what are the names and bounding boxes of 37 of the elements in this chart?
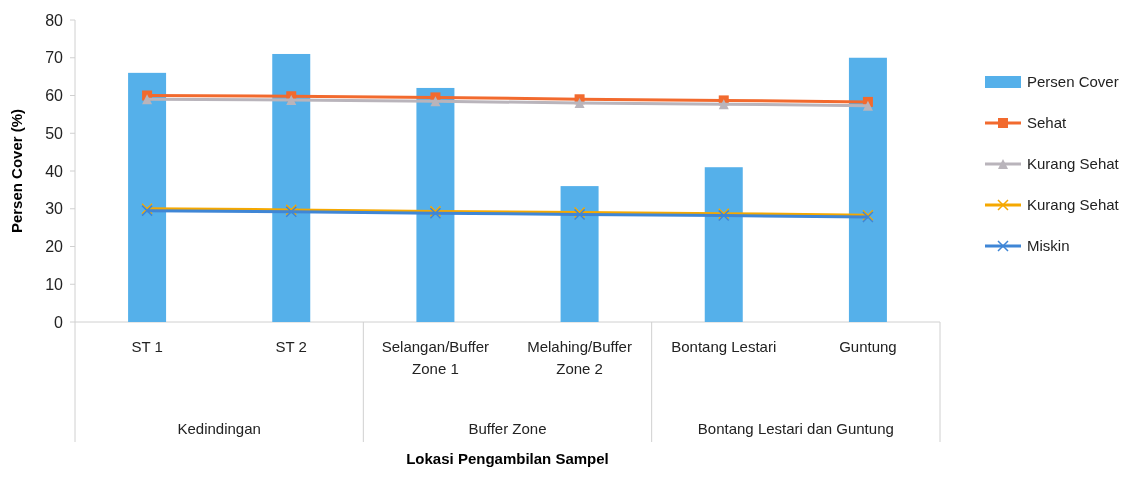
y-tick-label: 40 [45, 162, 64, 180]
bar [704, 167, 743, 322]
y-tick-label: 10 [45, 275, 64, 293]
y-tick-label: 80 [45, 11, 64, 29]
y-tick-label: 20 [45, 238, 64, 256]
text: Bontang Lestari dan Guntung [697, 420, 894, 437]
legend-label: Persen Cover [1027, 73, 1119, 91]
point [574, 98, 585, 109]
bar [848, 57, 887, 322]
point [286, 95, 297, 106]
text: Kedindingan [177, 420, 261, 437]
point [718, 99, 729, 110]
point [430, 96, 441, 107]
legend-label: Miskin [1027, 237, 1070, 255]
bar [560, 186, 599, 322]
x-tick-label: Melahing/Buffer Zone 2 [527, 338, 632, 377]
y-tick-label: 70 [45, 49, 64, 67]
x-tick-label: Guntung [839, 338, 897, 355]
x-tick-label: Selangan/Buffer Zone 1 [381, 338, 490, 377]
text: Buffer Zone [468, 420, 547, 437]
x-axis-title: Lokasi Pengambilan Sampel [406, 450, 609, 467]
x-tick-label: ST 2 [275, 338, 307, 355]
legend-label: Kurang Sehat [1027, 155, 1120, 173]
legend-label: Sehat [1027, 114, 1068, 132]
y-tick-label: 0 [54, 313, 64, 331]
point [862, 100, 873, 111]
y-tick-label: 50 [45, 124, 64, 142]
y-axis-title: Persen Cover (%) [8, 108, 25, 234]
bar [416, 87, 455, 322]
bar [128, 72, 167, 322]
y-tick-label: 30 [45, 200, 64, 218]
x-tick-label: ST 1 [131, 338, 163, 355]
bar [272, 53, 311, 322]
x-tick-label: Bontang Lestari [671, 338, 777, 355]
legend-label: Kurang Sehat [1027, 196, 1120, 214]
point [142, 94, 153, 105]
y-tick-label: 60 [45, 87, 64, 105]
